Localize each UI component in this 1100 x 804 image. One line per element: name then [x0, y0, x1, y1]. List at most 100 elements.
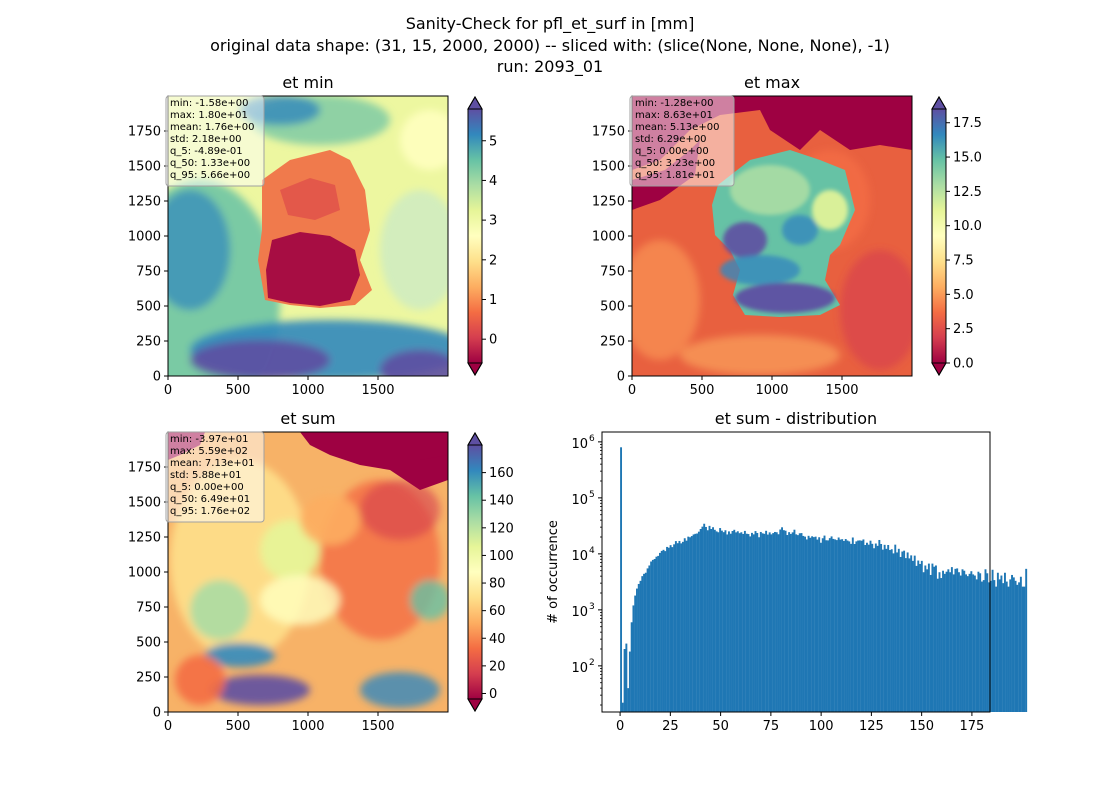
histogram-bar — [1000, 575, 1003, 712]
histogram-bar — [797, 535, 799, 712]
histogram-bar — [657, 555, 660, 712]
histogram-bar — [659, 552, 661, 712]
histogram-bar — [1012, 577, 1015, 712]
histogram-bar — [713, 529, 716, 712]
histogram-bars — [620, 447, 1028, 712]
histogram-bar — [811, 536, 814, 712]
histogram-bar — [843, 540, 845, 712]
histogram-bar — [747, 534, 750, 712]
histogram-bar — [742, 533, 745, 712]
histogram-bar — [954, 568, 957, 712]
histogram-bar — [740, 532, 743, 712]
colorbar-et-min: 0 1 2 3 4 5 — [467, 96, 497, 376]
histogram-bar — [885, 548, 888, 712]
heatmap-et-min — [168, 96, 448, 376]
histogram-bar — [685, 540, 688, 712]
histogram-bar — [931, 563, 934, 712]
colorbar-extend-min — [467, 362, 483, 376]
stat-line: min: -1.28e+00 — [635, 98, 714, 109]
histogram-bar — [942, 570, 944, 712]
stat-line: mean: 1.76e+00 — [170, 122, 254, 133]
histogram-bar — [692, 534, 695, 712]
histogram-bar — [911, 560, 914, 712]
histogram-bar — [646, 568, 649, 712]
histogram-y-tick-label: 10 — [571, 549, 588, 564]
histogram-bar — [984, 569, 987, 712]
y-tick-label: 750 — [136, 601, 161, 616]
stat-line: q_95: 5.66e+00 — [170, 170, 250, 181]
colorbar-tick-label: 100 — [489, 549, 514, 564]
histogram-bar — [910, 555, 913, 712]
y-tick-label: 1250 — [592, 195, 625, 210]
y-tick-label: 1250 — [128, 195, 161, 210]
histogram-y-tick-label: 10 — [571, 661, 588, 676]
histogram-bar — [858, 540, 861, 712]
histogram-bar — [1003, 572, 1006, 712]
stat-line: min: -3.97e+01 — [170, 434, 249, 445]
histogram-bar — [703, 523, 706, 712]
histogram-bar — [961, 569, 964, 712]
histogram-bar — [908, 558, 911, 712]
histogram-bar — [989, 580, 992, 712]
histogram-bar — [770, 534, 773, 712]
histogram-bar — [860, 540, 863, 712]
histogram-bar — [781, 527, 784, 712]
y-tick-label: 0 — [153, 370, 161, 385]
histogram-bar — [789, 533, 792, 712]
histogram-bar — [798, 533, 801, 712]
histogram-bar — [621, 702, 624, 712]
histogram-bar — [628, 651, 631, 712]
histogram-bar — [915, 565, 918, 712]
histogram-bar — [627, 688, 630, 712]
histogram-bar — [669, 545, 672, 712]
histogram-bar — [639, 580, 642, 712]
histogram-bar — [876, 545, 879, 712]
colorbar-tick-label: 7.5 — [953, 254, 974, 269]
histogram-bar — [922, 572, 925, 712]
axis-ticks: 0 500 1000 1500 0 250 500 750 1000 1250 1500 1750 — [128, 125, 395, 399]
histogram-bar — [728, 531, 730, 712]
colorbar-tick-label: 12.5 — [953, 185, 982, 200]
histogram-bar — [724, 530, 727, 712]
histogram-bar — [643, 573, 646, 712]
histogram-bar — [758, 537, 761, 712]
histogram-bar — [719, 528, 722, 712]
histogram-bar — [835, 540, 838, 712]
x-tick-label: 500 — [226, 383, 251, 398]
histogram-bar — [671, 547, 674, 712]
stat-line: std: 6.29e+00 — [635, 134, 707, 145]
histogram-bar — [697, 531, 700, 712]
histogram-bar — [812, 537, 815, 712]
histogram-bar — [959, 575, 962, 712]
colorbar-et-max: 0.0 2.5 5.0 7.5 10.0 12.5 15.0 17.5 — [931, 96, 982, 376]
y-tick-label: 1000 — [128, 566, 161, 581]
histogram-bar — [920, 560, 923, 712]
histogram-bar — [926, 569, 929, 712]
histogram-bar — [986, 573, 989, 712]
histogram-bar — [625, 643, 628, 712]
histogram-bar — [689, 537, 692, 712]
histogram-bar — [807, 535, 810, 712]
histogram-bar — [634, 595, 637, 712]
histogram-bar — [913, 555, 916, 712]
histogram-bar — [641, 576, 644, 712]
histogram-bar — [966, 576, 969, 712]
histogram-bar — [830, 536, 833, 712]
histogram-bar — [816, 539, 819, 712]
y-tick-label: 250 — [136, 671, 161, 686]
histogram-bar — [979, 573, 982, 712]
histogram-x-tick-label: 100 — [809, 719, 834, 734]
y-tick-label: 1500 — [128, 160, 161, 175]
histogram-y-tick-exponent: 2 — [589, 658, 595, 668]
colorbar-tick-label: 160 — [489, 466, 514, 481]
histogram-bar — [1014, 580, 1017, 712]
y-tick-label: 1500 — [592, 160, 625, 175]
histogram-bar — [837, 537, 840, 712]
histogram-bar — [678, 540, 681, 712]
histogram-bar — [973, 575, 976, 712]
histogram-bar — [878, 539, 881, 712]
stat-line: mean: 7.13e+01 — [170, 458, 254, 469]
histogram-bar — [952, 574, 955, 712]
histogram-bar — [623, 649, 626, 712]
